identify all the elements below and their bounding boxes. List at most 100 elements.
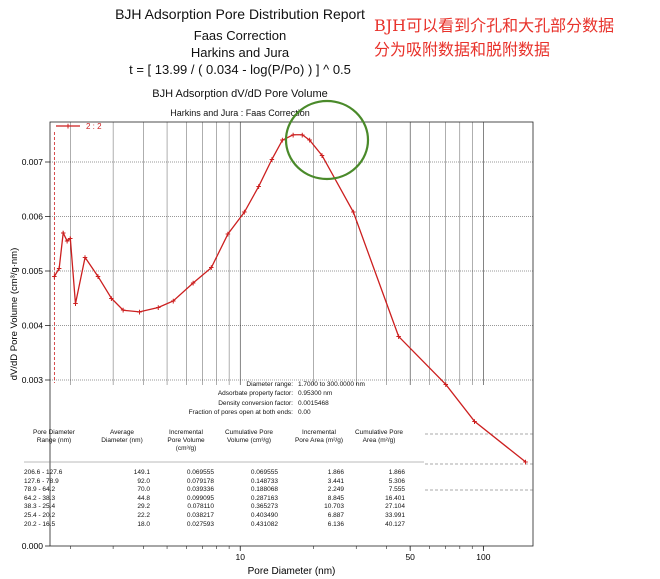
data-point: +	[57, 263, 62, 273]
x-tick-label: 50	[405, 552, 415, 562]
table-cell: 6.136	[327, 520, 344, 528]
param-value: 0.00	[298, 408, 311, 416]
data-point: +	[319, 150, 324, 160]
data-point: +	[137, 307, 142, 317]
table-cell: 0.069555	[186, 469, 214, 476]
table-cell: 149.1	[133, 469, 150, 476]
table-cell: 40.127	[385, 520, 405, 528]
table-header: Cumulative Pore Area (m²/g)	[349, 429, 409, 445]
annotation-line-2: 分为吸附数据和脱附数据	[374, 40, 551, 59]
table-header-line: Cumulative Pore	[224, 429, 274, 436]
x-tick-label: 10	[236, 552, 246, 562]
series-line	[53, 134, 526, 463]
table-header-line: Cumulative Pore	[354, 429, 404, 436]
table-cell: 0.403490	[250, 512, 278, 519]
data-point: +	[256, 182, 261, 192]
x-tick-label: 100	[476, 552, 490, 562]
table-cell: 22.2	[137, 512, 150, 519]
data-point: +	[73, 299, 78, 309]
table-cell: 7.555	[388, 486, 405, 494]
table-cell: 0.079178	[186, 477, 214, 485]
table-header: Cumulative Pore Volume (cm³/g)	[219, 429, 279, 445]
table-cell: 10.703	[324, 503, 344, 511]
table-cell: 0.431082	[250, 520, 278, 528]
table-header-line: Incremental	[302, 429, 336, 436]
data-point: +	[523, 457, 528, 467]
y-axis-label: dV/dD Pore Volume (cm³/g·nm)	[9, 248, 20, 381]
y-tick-label: 0.007	[22, 157, 44, 167]
y-tick-label: 0.000	[22, 541, 44, 551]
table-header: Incremental Pore Area (m²/g)	[289, 429, 349, 445]
data-point: +	[209, 263, 214, 273]
table-cell: 27.104	[385, 503, 405, 511]
data-point: +	[472, 416, 477, 426]
table-cell: 0.365273	[250, 503, 278, 511]
data-point: +	[300, 130, 305, 140]
table-cell: 3.441	[327, 477, 344, 485]
thickness-model-label: Harkins and Jura	[190, 45, 290, 60]
table-cell: 6.887	[327, 512, 344, 519]
data-point: +	[242, 207, 247, 217]
table-cell: 206.6 - 127.6	[24, 469, 63, 476]
table-header: Incremental Pore Volume (cm³/g)	[156, 429, 216, 453]
y-tick-label: 0.004	[22, 321, 44, 331]
table-cell: 18.0	[137, 520, 150, 528]
data-point: +	[225, 229, 230, 239]
legend-marker: +	[65, 121, 70, 131]
table-cell: 33.991	[385, 512, 405, 519]
table-header-line: Diameter (nm)	[101, 437, 143, 445]
table-cell: 25.4 - 20.2	[24, 512, 56, 519]
data-point: +	[396, 331, 401, 341]
table-cell: 0.038217	[186, 512, 214, 519]
table-cell: 0.039336	[186, 486, 214, 494]
x-axis-label: Pore Diameter (nm)	[248, 566, 336, 577]
table-cell: 0.188068	[250, 486, 278, 494]
table-cell: 8.845	[327, 494, 344, 502]
table-cell: 64.2 - 38.3	[24, 494, 56, 502]
param-label: Adsorbate property factor:	[217, 390, 293, 398]
data-point: +	[64, 236, 69, 246]
chart-subtitle: Harkins and Jura : Faas Correction	[170, 108, 310, 118]
data-point: +	[190, 278, 195, 288]
table-cell: 20.2 - 16.5	[24, 520, 56, 528]
table-cell: 1.866	[327, 469, 344, 476]
table-cell: 2.249	[327, 486, 344, 494]
table-header: Average Diameter (nm)	[92, 429, 152, 445]
data-point: +	[95, 271, 100, 281]
param-label: Fraction of pores open at both ends:	[188, 408, 293, 416]
data-point: +	[290, 130, 295, 140]
table-cell: 29.2	[137, 503, 150, 511]
y-tick-label: 0.003	[22, 375, 44, 385]
table-header-line: Range (nm)	[36, 437, 72, 445]
chart-title: BJH Adsorption dV/dD Pore Volume	[152, 88, 328, 100]
table-cell: 1.866	[388, 469, 405, 476]
param-label: Diameter range:	[246, 381, 293, 388]
table-header: Pore Diameter Range (nm)	[24, 429, 84, 445]
annotation-line-1: BJH可以看到介孔和大孔部分数据	[374, 16, 615, 35]
data-point: +	[52, 271, 57, 281]
data-point: +	[351, 207, 356, 217]
table-header-line: (cm³/g)	[175, 445, 197, 453]
table-cell: 0.069555	[250, 469, 278, 476]
data-point: +	[156, 303, 161, 313]
table-cell: 78.9 - 64.2	[24, 486, 56, 494]
y-tick-label: 0.005	[22, 266, 44, 276]
table-header-line: Incremental	[169, 429, 203, 436]
param-label: Density conversion factor:	[218, 399, 293, 407]
highlight-circle	[284, 99, 370, 181]
data-point: +	[68, 233, 73, 243]
y-tick-label: 0.006	[22, 212, 44, 222]
param-value: 0.0015468	[298, 399, 329, 407]
table-cell: 38.3 - 25.4	[24, 503, 56, 511]
data-point: +	[61, 228, 66, 238]
table-header-line: Pore Area (m²/g)	[294, 437, 344, 445]
table-cell: 44.8	[137, 494, 150, 502]
thickness-equation: t = [ 13.99 / ( 0.034 - log(P/Po) ) ] ^ …	[129, 62, 351, 77]
table-header-line: Volume (cm³/g)	[226, 437, 272, 445]
table-cell: 0.027593	[186, 520, 214, 528]
param-value: 1.7000 to 300.0000 nm	[298, 381, 365, 388]
data-point: +	[82, 252, 87, 262]
data-point: +	[443, 379, 448, 389]
data-point: +	[307, 135, 312, 145]
